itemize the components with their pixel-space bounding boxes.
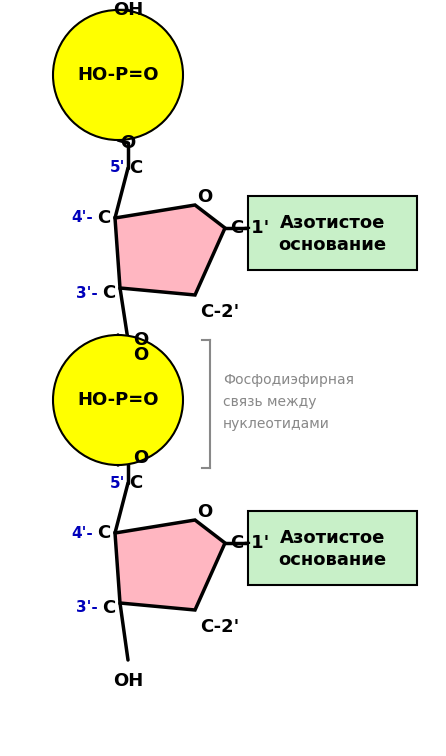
Text: 4'-: 4'- bbox=[71, 525, 93, 541]
FancyBboxPatch shape bbox=[248, 511, 417, 585]
Text: Азотистое: Азотистое bbox=[280, 214, 385, 232]
Text: HO-P=O: HO-P=O bbox=[77, 391, 159, 409]
Text: HO-P=O: HO-P=O bbox=[77, 66, 159, 84]
Text: C-1': C-1' bbox=[230, 534, 269, 552]
Text: C: C bbox=[102, 284, 115, 302]
Text: C: C bbox=[97, 524, 110, 542]
Text: OH: OH bbox=[113, 672, 143, 690]
Text: O: O bbox=[198, 503, 213, 521]
Text: C: C bbox=[102, 599, 115, 617]
Text: 3'-: 3'- bbox=[76, 286, 98, 300]
Text: Азотистое: Азотистое bbox=[280, 529, 385, 547]
Text: C: C bbox=[129, 159, 142, 177]
Text: C: C bbox=[97, 209, 110, 227]
Text: O: O bbox=[133, 331, 148, 349]
Polygon shape bbox=[115, 520, 225, 610]
Text: нуклеотидами: нуклеотидами bbox=[223, 417, 330, 431]
Text: OH: OH bbox=[113, 1, 143, 19]
Circle shape bbox=[53, 10, 183, 140]
Text: основание: основание bbox=[278, 551, 387, 569]
Text: основание: основание bbox=[278, 236, 387, 254]
Text: C: C bbox=[129, 474, 142, 492]
Text: C-2': C-2' bbox=[200, 303, 239, 321]
Text: Фосфодиэфирная: Фосфодиэфирная bbox=[223, 373, 354, 387]
Text: 5': 5' bbox=[110, 476, 125, 491]
Text: C-1': C-1' bbox=[230, 219, 269, 237]
Text: O: O bbox=[120, 134, 136, 152]
Text: C-2': C-2' bbox=[200, 618, 239, 636]
Text: O: O bbox=[198, 188, 213, 206]
Text: O: O bbox=[133, 449, 148, 467]
Text: O: O bbox=[133, 346, 148, 364]
Polygon shape bbox=[115, 205, 225, 295]
Text: 3'-: 3'- bbox=[76, 600, 98, 615]
Text: 5': 5' bbox=[110, 160, 125, 175]
Text: 4'-: 4'- bbox=[71, 210, 93, 225]
Text: связь между: связь между bbox=[223, 395, 317, 409]
FancyBboxPatch shape bbox=[248, 196, 417, 270]
Circle shape bbox=[53, 335, 183, 465]
